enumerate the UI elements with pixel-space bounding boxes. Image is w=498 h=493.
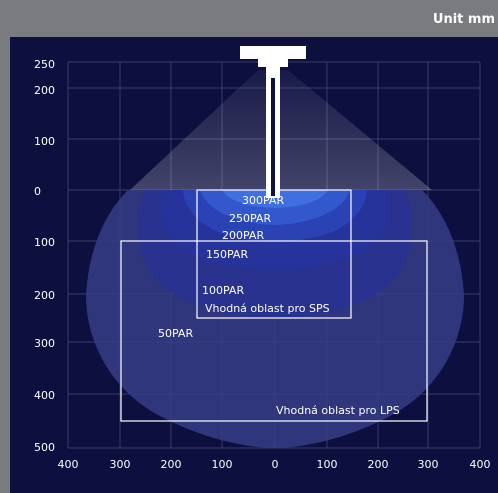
y-tick: 300 <box>34 337 55 350</box>
x-tick: 300 <box>110 458 131 471</box>
y-tick: 200 <box>34 84 55 97</box>
sps-zone-label: Vhodná oblast pro SPS <box>205 302 330 315</box>
light-beam <box>130 70 432 190</box>
x-tick: 0 <box>272 458 279 471</box>
x-axis: 400 300 200 100 0 100 200 300 400 <box>58 458 491 471</box>
contour-labels: 300PAR 250PAR 200PAR 150PAR 100PAR 50PAR <box>158 194 284 340</box>
contour-label-250par: 250PAR <box>229 212 271 225</box>
y-tick: 100 <box>34 236 55 249</box>
x-tick: 200 <box>368 458 389 471</box>
contour-label-200par: 200PAR <box>222 229 264 242</box>
unit-label: Unit mm <box>432 12 495 27</box>
x-tick: 200 <box>161 458 182 471</box>
y-tick: 400 <box>34 389 55 402</box>
contour-label-150par: 150PAR <box>206 248 248 261</box>
x-tick: 100 <box>212 458 233 471</box>
y-tick: 200 <box>34 289 55 302</box>
y-tick: 100 <box>34 135 55 148</box>
lps-zone-label: Vhodná oblast pro LPS <box>276 404 400 417</box>
x-tick: 400 <box>470 458 491 471</box>
contour-label-100par: 100PAR <box>202 284 244 297</box>
contour-label-50par: 50PAR <box>158 327 193 340</box>
lamp-fixture <box>240 46 306 198</box>
contour-label-300par: 300PAR <box>242 194 284 207</box>
y-axis: 250 200 100 0 100 200 300 400 500 <box>34 58 55 454</box>
contour-300par <box>222 190 328 208</box>
y-tick: 0 <box>34 185 41 198</box>
y-tick: 250 <box>34 58 55 71</box>
x-tick: 100 <box>317 458 338 471</box>
lps-zone-rect <box>120 240 428 422</box>
x-tick: 400 <box>58 458 79 471</box>
y-tick: 500 <box>34 441 55 454</box>
x-tick: 300 <box>418 458 439 471</box>
